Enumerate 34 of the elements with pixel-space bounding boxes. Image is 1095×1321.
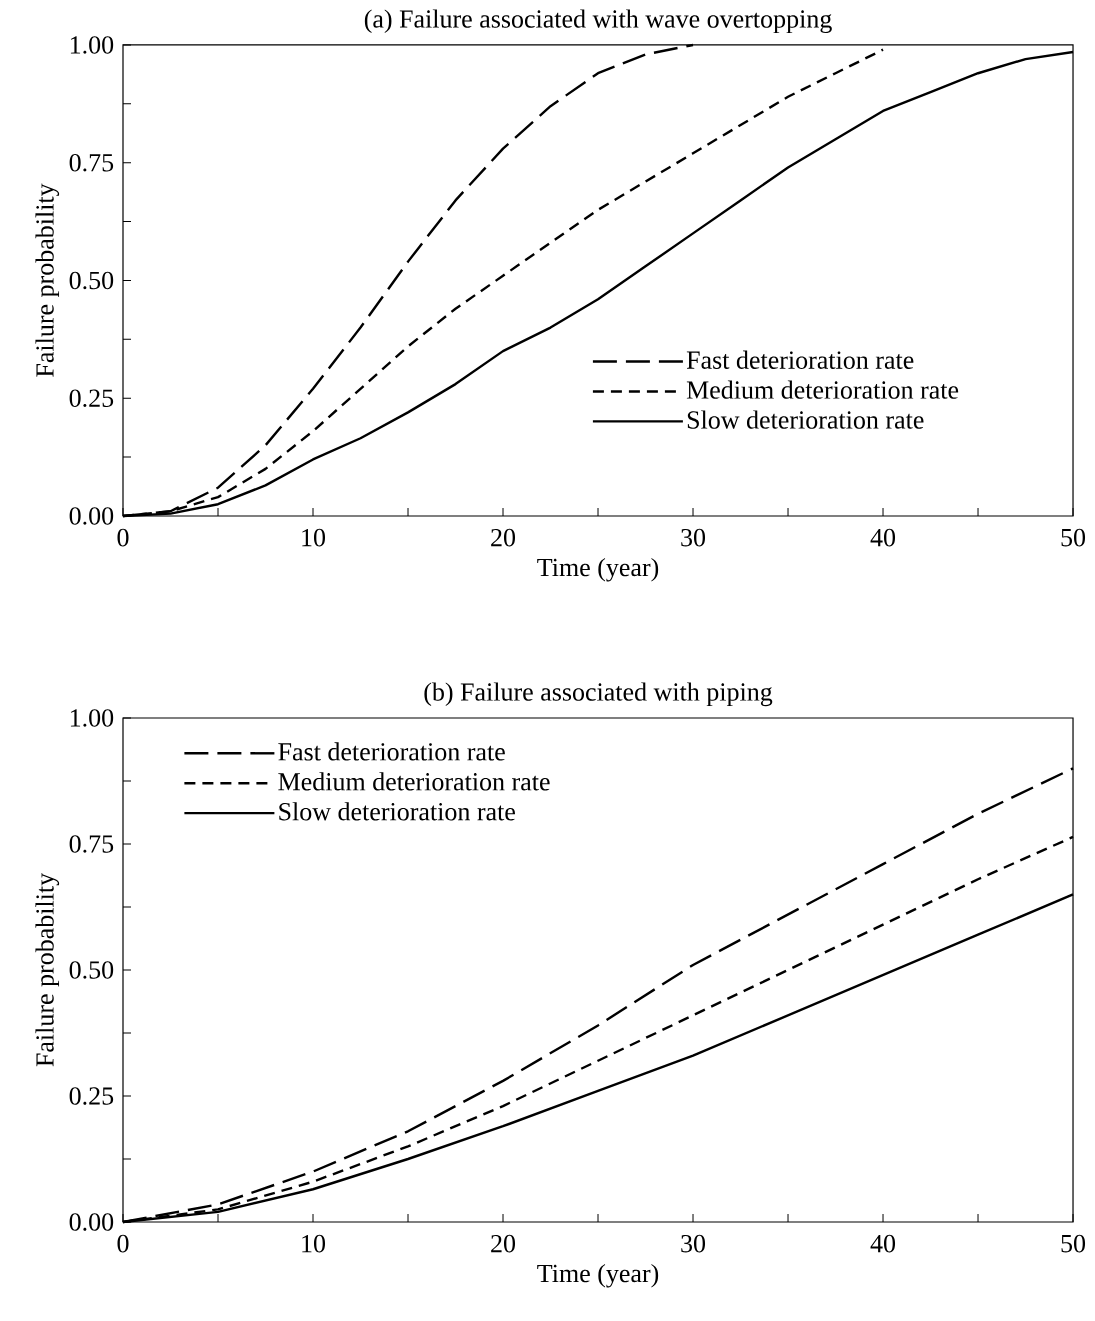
x-tick-label: 10 bbox=[302, 1234, 326, 1253]
legend-label: Slow deterioration rate bbox=[687, 410, 924, 429]
x-tick-label: 40 bbox=[870, 528, 896, 547]
x-tick-label: 20 bbox=[491, 1234, 516, 1253]
y-axis-title: Failure probability bbox=[35, 183, 60, 377]
legend-label: Slow deterioration rate bbox=[279, 802, 516, 821]
y-axis-title: Failure probability bbox=[35, 872, 60, 1067]
x-tick-label: 10 bbox=[302, 528, 326, 547]
legend-label: Medium deterioration rate bbox=[687, 380, 959, 399]
x-axis-title: Time (year) bbox=[537, 1263, 659, 1288]
x-tick-label: 50 bbox=[1061, 528, 1086, 547]
y-tick-label: 0.75 bbox=[69, 835, 114, 853]
chart-title: (a) Failure associated with wave overtopping bbox=[365, 9, 833, 34]
legend-label: Fast deterioration rate bbox=[687, 350, 914, 369]
y-tick-label: 0.25 bbox=[69, 389, 114, 408]
x-tick-label: 20 bbox=[491, 528, 516, 547]
legend-label: Medium deterioration rate bbox=[278, 772, 550, 791]
y-tick-label: 1.00 bbox=[71, 709, 114, 727]
y-tick-label: 0.00 bbox=[69, 1213, 114, 1231]
y-tick-label: 0.25 bbox=[69, 1087, 114, 1105]
x-tick-label: 30 bbox=[681, 1234, 706, 1253]
y-tick-label: 0.75 bbox=[69, 153, 114, 172]
x-tick-label: 50 bbox=[1061, 1234, 1086, 1253]
y-tick-label: 0.50 bbox=[69, 271, 114, 290]
x-axis-title: Time (year) bbox=[537, 557, 659, 582]
x-tick-label: 30 bbox=[681, 528, 706, 547]
x-tick-label: 40 bbox=[870, 1234, 896, 1253]
chart-title: (b) Failure associated with piping bbox=[424, 682, 773, 707]
x-tick-label: 0 bbox=[117, 1234, 129, 1253]
x-tick-label: 0 bbox=[117, 528, 129, 547]
y-tick-label: 0.00 bbox=[69, 507, 114, 525]
legend-label: Fast deterioration rate bbox=[278, 742, 506, 761]
y-tick-label: 0.50 bbox=[69, 961, 114, 979]
y-tick-label: 1.00 bbox=[71, 36, 114, 54]
